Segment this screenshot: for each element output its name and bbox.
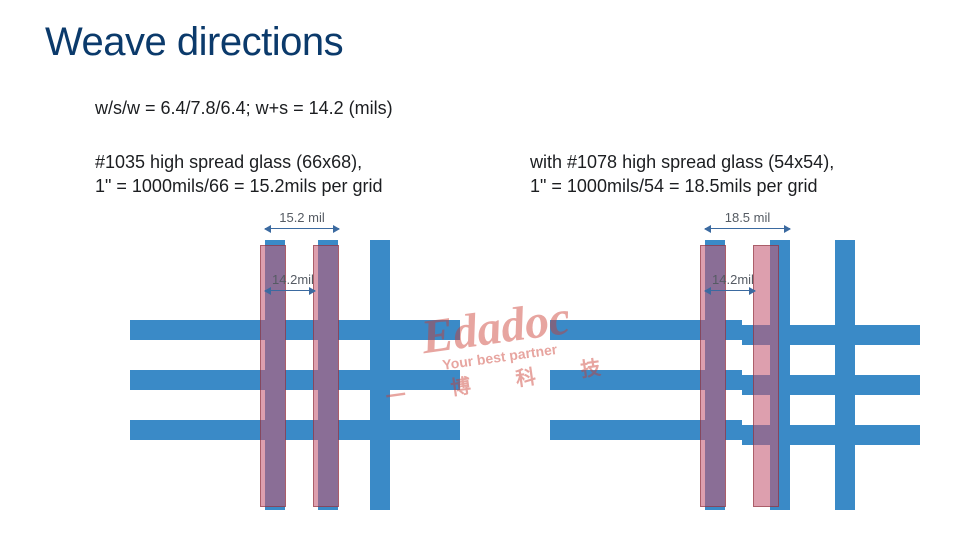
right-pair-arrow bbox=[705, 290, 755, 291]
right-grid-label: 18.5 mil bbox=[705, 210, 790, 225]
right-caption-line2: 1" = 1000mils/54 = 18.5mils per grid bbox=[530, 174, 834, 198]
left-hstrip-1 bbox=[130, 370, 460, 390]
left-caption-line2: 1" = 1000mils/66 = 15.2mils per grid bbox=[95, 174, 383, 198]
right-pair-label: 14.2mil bbox=[698, 272, 768, 287]
left-caption: #1035 high spread glass (66x68), 1" = 10… bbox=[95, 150, 383, 199]
left-grid-label: 15.2 mil bbox=[265, 210, 339, 225]
left-grid-arrow bbox=[265, 228, 339, 229]
weave-diagram-right: 18.5 mil 14.2mil bbox=[550, 210, 920, 510]
subtitle: w/s/w = 6.4/7.8/6.4; w+s = 14.2 (mils) bbox=[95, 96, 393, 120]
right-caption: with #1078 high spread glass (54x54), 1"… bbox=[530, 150, 834, 199]
right-caption-line1: with #1078 high spread glass (54x54), bbox=[530, 150, 834, 174]
page-title: Weave directions bbox=[45, 20, 343, 65]
right-grid-arrow bbox=[705, 228, 790, 229]
left-hstrip-0 bbox=[130, 320, 460, 340]
left-pair-label: 14.2mil bbox=[258, 272, 328, 287]
left-caption-line1: #1035 high spread glass (66x68), bbox=[95, 150, 383, 174]
left-hstrip-2 bbox=[130, 420, 460, 440]
left-pair-arrow bbox=[265, 290, 315, 291]
weave-diagram-left: 15.2 mil 14.2mil bbox=[130, 210, 460, 510]
